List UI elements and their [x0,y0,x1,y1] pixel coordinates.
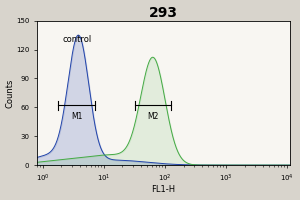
Text: M2: M2 [147,112,159,121]
Text: control: control [63,35,92,44]
Y-axis label: Counts: Counts [6,78,15,108]
X-axis label: FL1-H: FL1-H [152,185,176,194]
Title: 293: 293 [149,6,178,20]
Text: M1: M1 [71,112,82,121]
